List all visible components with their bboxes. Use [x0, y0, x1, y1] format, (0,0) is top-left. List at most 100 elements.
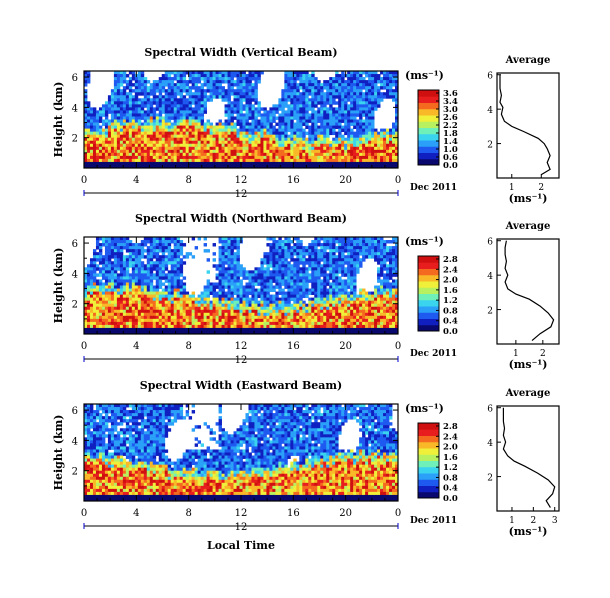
heatmap-cell	[338, 161, 342, 166]
heatmap-cell	[263, 110, 267, 114]
heatmap-cell	[296, 243, 300, 247]
heatmap-cell	[170, 149, 175, 154]
heatmap-cell	[236, 152, 240, 157]
heatmap-cell	[311, 152, 315, 157]
heatmap-cell	[191, 324, 196, 329]
heatmap-cell	[311, 164, 315, 169]
heatmap-cell	[350, 158, 354, 163]
heatmap-cell	[140, 86, 145, 90]
heatmap-cell	[320, 143, 324, 148]
heatmap-cell	[302, 122, 306, 126]
heatmap-cell	[293, 152, 297, 157]
heatmap-cell	[395, 74, 399, 78]
heatmap-cell	[275, 303, 279, 308]
heatmap-cell	[116, 288, 121, 292]
heatmap-cell	[125, 291, 130, 295]
heatmap-cell	[395, 125, 399, 129]
heatmap-cell	[194, 164, 199, 169]
heatmap-cell	[281, 149, 285, 154]
heatmap-cell	[158, 312, 163, 317]
heatmap-cell	[260, 273, 264, 277]
heatmap-cell	[251, 107, 255, 111]
heatmap-cell	[371, 83, 375, 87]
heatmap-cell	[209, 161, 213, 166]
heatmap-cell	[188, 122, 193, 126]
heatmap-cell	[353, 155, 357, 160]
heatmap-cell	[293, 309, 297, 314]
heatmap-cell	[368, 77, 372, 81]
heatmap-cell	[107, 279, 112, 283]
heatmap-cell	[233, 309, 237, 314]
heatmap-cell	[137, 140, 142, 145]
heatmap-cell	[209, 128, 213, 133]
heatmap-cell	[191, 107, 196, 111]
heatmap-cell	[314, 86, 318, 90]
heatmap-cell	[263, 324, 267, 329]
heatmap-cell	[155, 321, 160, 326]
heatmap-cell	[203, 128, 208, 133]
heatmap-cell	[245, 152, 249, 157]
heatmap-cell	[359, 143, 363, 148]
heatmap-cell	[137, 297, 142, 302]
heatmap-cell	[140, 137, 145, 142]
heatmap-cell	[116, 261, 121, 265]
heatmap-cell	[347, 89, 351, 93]
heatmap-cell	[230, 261, 234, 265]
heatmap-cell	[236, 113, 240, 117]
heatmap-cell	[113, 297, 118, 302]
heatmap-cell	[293, 125, 297, 129]
heatmap-cell	[149, 110, 154, 114]
heatmap-cell	[149, 258, 154, 262]
heatmap-cell	[188, 116, 193, 120]
heatmap-cell	[320, 152, 324, 157]
heatmap-cell	[257, 330, 261, 335]
heatmap-cell	[98, 155, 103, 160]
heatmap-cell	[281, 330, 285, 335]
heatmap-cell	[155, 128, 160, 133]
heatmap-cell	[260, 300, 264, 305]
heatmap-cell	[95, 273, 100, 277]
heatmap-cell	[263, 327, 267, 332]
heatmap-cell	[284, 303, 288, 308]
heatmap-cell	[275, 243, 279, 247]
heatmap-cell	[92, 279, 97, 283]
heatmap-cell	[179, 279, 184, 283]
heatmap-cell	[104, 279, 109, 283]
heatmap-cell	[131, 300, 136, 305]
heatmap-cell	[98, 152, 103, 157]
heatmap-cell	[239, 264, 243, 268]
heatmap-cell	[311, 143, 315, 148]
heatmap-cell	[134, 134, 139, 139]
heatmap-cell	[254, 98, 258, 102]
heatmap-cell	[389, 134, 393, 139]
heatmap-cell	[248, 113, 252, 117]
heatmap-cell	[395, 122, 399, 126]
heatmap-cell	[200, 128, 205, 133]
heatmap-cell	[98, 149, 103, 154]
heatmap-cell	[128, 249, 133, 253]
heatmap-cell	[119, 318, 124, 323]
heatmap-cell	[314, 119, 318, 123]
heatmap-cell	[296, 77, 300, 81]
heatmap-cell	[191, 300, 196, 305]
heatmap-cell	[254, 107, 258, 111]
colorbar-segment	[418, 133, 439, 136]
heatmap-cell	[173, 270, 178, 274]
heatmap-cell	[170, 116, 175, 120]
heatmap-cell	[149, 315, 154, 320]
heatmap-cell	[200, 315, 205, 320]
heatmap-cell	[131, 243, 136, 247]
heatmap-cell	[95, 297, 100, 302]
heatmap-cell	[242, 80, 246, 84]
heatmap-cell	[245, 74, 249, 78]
heatmap-cell	[107, 315, 112, 320]
heatmap-cell	[323, 152, 327, 157]
heatmap-cell	[338, 83, 342, 87]
heatmap-cell	[233, 155, 237, 160]
heatmap-cell	[200, 116, 205, 120]
heatmap-cell	[278, 137, 282, 142]
heatmap-cell	[251, 285, 255, 289]
heatmap-cell	[347, 131, 351, 136]
heatmap-cell	[224, 303, 228, 308]
heatmap-cell	[158, 306, 163, 311]
